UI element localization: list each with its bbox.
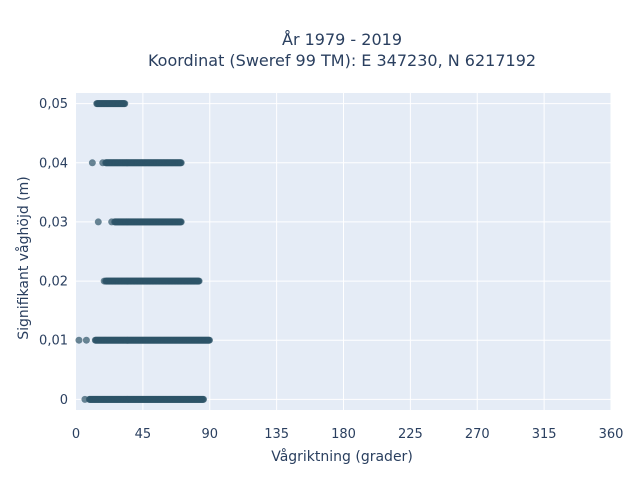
x-tick-label: 45 — [135, 427, 152, 442]
x-tick-label: 0 — [72, 427, 80, 442]
y-tick-label: 0 — [60, 393, 68, 408]
data-point — [94, 218, 102, 226]
y-tick-label: 0,02 — [39, 275, 68, 290]
data-point — [108, 218, 116, 226]
chart-title-line-1: År 1979 - 2019 — [282, 30, 402, 49]
x-axis-label: Vågriktning (grader) — [271, 448, 413, 465]
y-tick-label: 0,04 — [39, 156, 68, 171]
x-tick-label: 225 — [398, 427, 423, 442]
data-point — [100, 277, 108, 285]
data-point — [195, 277, 203, 285]
x-tick-label: 315 — [532, 427, 557, 442]
data-point — [75, 336, 83, 344]
chart-title-line-2: Koordinat (Sweref 99 TM): E 347230, N 62… — [148, 51, 536, 70]
x-tick-label: 135 — [264, 427, 289, 442]
data-point — [177, 218, 185, 226]
x-tick-label: 90 — [201, 427, 218, 442]
x-tick-label: 360 — [599, 427, 624, 442]
y-tick-label: 0,01 — [39, 334, 68, 349]
data-point — [121, 100, 129, 108]
x-axis-ticks: 0 45 90 135 180 225 270 315 360 — [72, 427, 624, 442]
y-axis-label: Signifikant våghöjd (m) — [15, 176, 32, 339]
y-tick-label: 0,03 — [39, 215, 68, 230]
data-point — [99, 159, 107, 167]
data-points — [75, 100, 213, 403]
data-point — [81, 395, 89, 403]
y-tick-label: 0,05 — [39, 97, 68, 112]
data-point — [200, 395, 208, 403]
data-point — [205, 336, 213, 344]
y-axis-ticks: 0 0,01 0,02 0,03 0,04 0,05 — [39, 97, 68, 408]
data-point — [177, 159, 185, 167]
x-tick-label: 270 — [465, 427, 490, 442]
data-point — [88, 159, 96, 167]
data-point — [82, 336, 90, 344]
x-tick-label: 180 — [331, 427, 356, 442]
